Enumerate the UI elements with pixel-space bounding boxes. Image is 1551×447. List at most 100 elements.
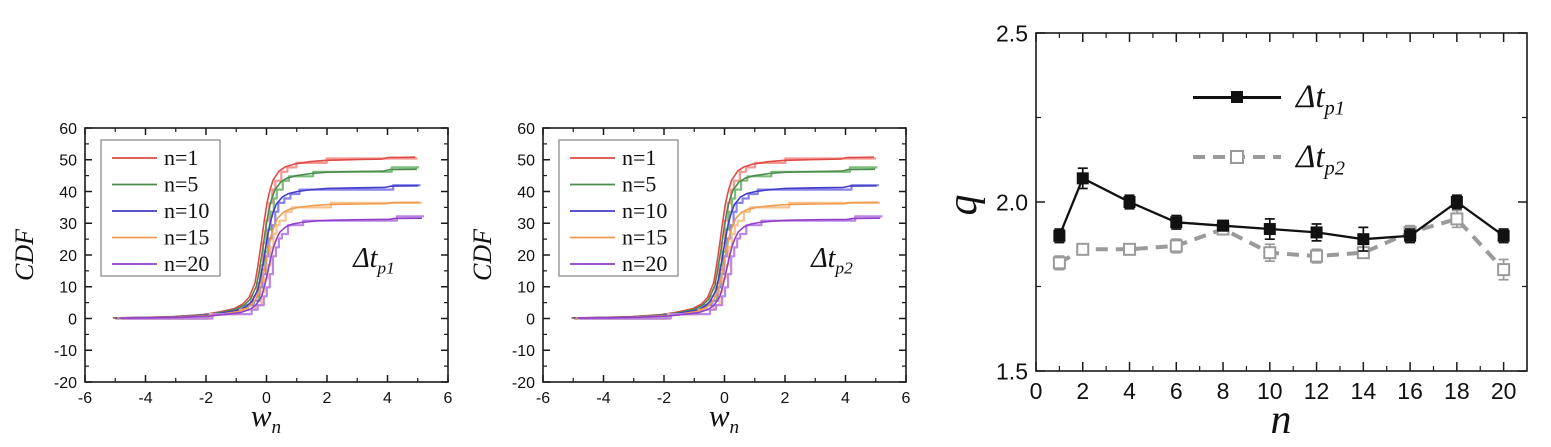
cdf2-x-axis-title: wn <box>709 398 739 437</box>
cdf-curve-fit <box>119 217 423 319</box>
cdf2-annotation-sub: p2 <box>835 258 853 278</box>
marker-filled-square <box>1450 196 1463 208</box>
x-tick-label: 18 <box>1444 378 1470 404</box>
marker-open-square <box>1052 256 1066 270</box>
marker-filled-square <box>1123 196 1136 208</box>
legend-label-dtp1-main: Δt <box>1296 78 1325 115</box>
marker-filled-square <box>1076 172 1089 185</box>
x-tick-label: 4 <box>841 390 850 407</box>
legend-label-dtp2: Δtp2 <box>1296 138 1345 180</box>
x-tick-label: 8 <box>1217 378 1230 404</box>
x-tick-label: 2 <box>1076 378 1089 404</box>
cdf-legend-label: n=10 <box>164 198 209 223</box>
x-tick-label: -4 <box>596 390 610 407</box>
y-tick-label: 0 <box>68 311 77 328</box>
legend-item-dtp1: Δtp1 <box>1193 75 1345 119</box>
x-tick-label: 16 <box>1397 378 1423 404</box>
y-tick-label: 50 <box>59 153 77 170</box>
legend-item-dtp2: Δtp2 <box>1193 135 1345 179</box>
cdf1-annotation-main: Δt <box>353 243 378 274</box>
x-tick-label: 4 <box>1123 378 1136 404</box>
y-tick-label: 10 <box>517 280 535 297</box>
y-tick-label: 40 <box>517 184 535 201</box>
marker-open-square <box>1263 246 1277 260</box>
marker-filled-square <box>1497 229 1510 242</box>
x-tick-label: 6 <box>902 390 911 407</box>
x-tick-label: 0 <box>262 390 271 407</box>
q-y-axis-title: q <box>940 194 986 216</box>
marker-open-square <box>1310 249 1324 263</box>
legend-label-dtp1-sub: p1 <box>1324 97 1345 120</box>
y-tick-label: 2.0 <box>996 189 1028 215</box>
y-tick-label: 20 <box>517 248 535 265</box>
cdf1-x-title-main: w <box>250 398 272 433</box>
y-tick-label: 0 <box>526 311 535 328</box>
y-tick-label: 50 <box>517 153 535 170</box>
x-tick-label: -4 <box>138 390 152 407</box>
legend-marker-filled-square <box>1231 91 1243 103</box>
y-tick-label: 20 <box>59 248 77 265</box>
cdf1-annotation: Δtp1 <box>353 243 395 278</box>
x-tick-label: 6 <box>444 390 453 407</box>
cdf1-x-title-sub: n <box>271 417 282 439</box>
marker-open-square <box>1169 239 1183 253</box>
legend-marker-open-square <box>1230 150 1244 164</box>
cdf-legend-label: n=5 <box>164 172 198 197</box>
cdf-legend-label: n=15 <box>622 225 667 250</box>
cdf-legend-label: n=15 <box>164 225 209 250</box>
y-tick-label: 2.5 <box>996 20 1028 46</box>
legend-label-dtp2-main: Δt <box>1296 138 1325 175</box>
y-tick-label: 30 <box>59 216 77 233</box>
marker-filled-square <box>1310 226 1323 239</box>
cdf-curve-fit <box>114 168 417 319</box>
marker-filled-square <box>1053 229 1066 242</box>
x-tick-label: -6 <box>536 390 550 407</box>
legend-label-dtp1: Δtp1 <box>1296 78 1345 120</box>
cdf-curve-fit <box>577 217 881 319</box>
y-tick-label: 30 <box>517 216 535 233</box>
cdf1-annotation-sub: p1 <box>377 258 395 278</box>
marker-filled-square <box>1170 216 1183 229</box>
cdf-legend-label: n=5 <box>622 172 656 197</box>
q-x-axis-title: n <box>1270 397 1292 443</box>
x-tick-label: 12 <box>1304 378 1330 404</box>
legend-label-dtp2-sub: p2 <box>1324 157 1345 180</box>
cdf1-y-axis-title: CDF <box>10 229 39 281</box>
legend-line-solid <box>1193 91 1281 103</box>
cdf-legend-label: n=10 <box>622 198 667 223</box>
cdf2-annotation-main: Δt <box>811 243 836 274</box>
cdf-legend-label: n=1 <box>164 145 198 170</box>
cdf-legend-box <box>100 139 221 277</box>
y-tick-label: 60 <box>517 121 535 138</box>
cdf-legend-label: n=20 <box>164 251 209 276</box>
legend-line-dashed <box>1193 150 1281 164</box>
x-tick-label: 14 <box>1351 378 1377 404</box>
marker-open-square <box>1123 242 1137 256</box>
x-tick-label: 0 <box>720 390 729 407</box>
marker-filled-square <box>1404 229 1417 242</box>
x-tick-label: 20 <box>1491 378 1517 404</box>
x-tick-label: 2 <box>781 390 790 407</box>
marker-filled-square <box>1263 223 1276 236</box>
x-tick-label: 2 <box>323 390 332 407</box>
y-tick-label: 60 <box>59 121 77 138</box>
y-tick-label: 1.5 <box>996 358 1028 384</box>
marker-open-square <box>1497 263 1511 277</box>
cdf-legend-label: n=1 <box>622 145 656 170</box>
marker-filled-square <box>1217 219 1230 232</box>
x-tick-label: -2 <box>657 390 671 407</box>
y-tick-label: -20 <box>54 375 77 392</box>
cdf-legend-label: n=20 <box>622 251 667 276</box>
x-tick-label: 0 <box>1030 378 1043 404</box>
x-tick-label: 10 <box>1257 378 1283 404</box>
y-tick-label: -10 <box>54 343 77 360</box>
cdf2-x-title-sub: n <box>729 417 740 439</box>
marker-open-square <box>1076 242 1090 256</box>
x-tick-label: 4 <box>383 390 392 407</box>
marker-filled-square <box>1357 233 1370 246</box>
x-tick-label: -6 <box>78 390 92 407</box>
cdf1-x-axis-title: wn <box>250 398 281 437</box>
cdf2-y-axis-title: CDF <box>468 229 497 281</box>
